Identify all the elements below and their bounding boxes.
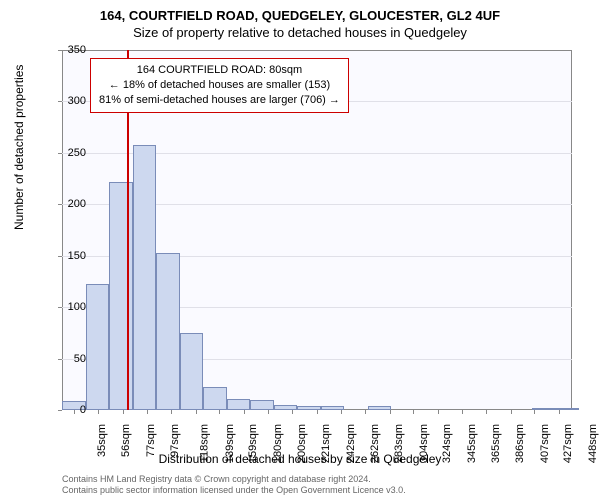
histogram-bar <box>180 333 204 410</box>
xtick-mark <box>171 410 172 414</box>
annotation-line: 81% of semi-detached houses are larger (… <box>99 93 340 108</box>
xtick-label: 159sqm <box>248 424 260 463</box>
footer-line: Contains public sector information licen… <box>62 485 406 496</box>
xtick-label: 407sqm <box>539 424 551 463</box>
xtick-mark <box>219 410 220 414</box>
histogram-bar <box>368 406 392 410</box>
xtick-label: 345sqm <box>466 424 478 463</box>
xtick-label: 77sqm <box>145 424 157 457</box>
xtick-label: 386sqm <box>514 424 526 463</box>
xtick-label: 324sqm <box>442 424 454 463</box>
xtick-mark <box>559 410 560 414</box>
histogram-bar <box>109 182 133 410</box>
annotation-line: ← 18% of detached houses are smaller (15… <box>99 78 340 93</box>
xtick-label: 35sqm <box>96 424 108 457</box>
xtick-mark <box>147 410 148 414</box>
xtick-mark <box>511 410 512 414</box>
ytick-label: 150 <box>46 250 86 262</box>
histogram-bar <box>86 284 110 411</box>
ytick-label: 0 <box>46 404 86 416</box>
xtick-label: 97sqm <box>169 424 181 457</box>
ytick-label: 50 <box>46 353 86 365</box>
chart-title-main: 164, COURTFIELD ROAD, QUEDGELEY, GLOUCES… <box>0 0 600 23</box>
xtick-label: 283sqm <box>393 424 405 463</box>
xtick-label: 262sqm <box>369 424 381 463</box>
xtick-mark <box>268 410 269 414</box>
footer-line: Contains HM Land Registry data © Crown c… <box>62 474 406 485</box>
histogram-bar <box>133 145 157 410</box>
xtick-mark <box>196 410 197 414</box>
xtick-label: 180sqm <box>272 424 284 463</box>
footer-attribution: Contains HM Land Registry data © Crown c… <box>62 474 406 497</box>
histogram-bar <box>274 405 298 410</box>
xtick-mark <box>486 410 487 414</box>
xtick-mark <box>365 410 366 414</box>
annotation-box: 164 COURTFIELD ROAD: 80sqm ← 18% of deta… <box>90 58 349 113</box>
xtick-label: 118sqm <box>199 424 211 462</box>
xtick-mark <box>413 410 414 414</box>
annotation-line: 164 COURTFIELD ROAD: 80sqm <box>99 63 340 78</box>
chart-title-sub: Size of property relative to detached ho… <box>0 23 600 40</box>
xtick-mark <box>534 410 535 414</box>
histogram-bar <box>227 399 251 410</box>
xtick-label: 427sqm <box>563 424 575 463</box>
xtick-mark <box>462 410 463 414</box>
histogram-bar <box>156 253 180 410</box>
xtick-mark <box>341 410 342 414</box>
y-axis-label: Number of detached properties <box>12 65 26 230</box>
xtick-label: 56sqm <box>120 424 132 457</box>
ytick-label: 200 <box>46 198 86 210</box>
xtick-label: 242sqm <box>345 424 357 463</box>
xtick-mark <box>292 410 293 414</box>
xtick-mark <box>390 410 391 414</box>
xtick-label: 304sqm <box>418 424 430 463</box>
ytick-label: 300 <box>46 95 86 107</box>
xtick-label: 448sqm <box>587 424 599 463</box>
figure-container: 164, COURTFIELD ROAD, QUEDGELEY, GLOUCES… <box>0 0 600 500</box>
ytick-label: 350 <box>46 44 86 56</box>
xtick-label: 139sqm <box>224 424 236 463</box>
xtick-mark <box>123 410 124 414</box>
xtick-label: 200sqm <box>296 424 308 463</box>
xtick-mark <box>244 410 245 414</box>
xtick-label: 221sqm <box>320 424 332 463</box>
xtick-mark <box>438 410 439 414</box>
histogram-bar <box>532 408 556 410</box>
ytick-label: 100 <box>46 301 86 313</box>
histogram-bar <box>203 387 227 410</box>
xtick-label: 365sqm <box>490 424 502 463</box>
xtick-mark <box>317 410 318 414</box>
histogram-bar <box>250 400 274 410</box>
ytick-label: 250 <box>46 147 86 159</box>
xtick-mark <box>98 410 99 414</box>
